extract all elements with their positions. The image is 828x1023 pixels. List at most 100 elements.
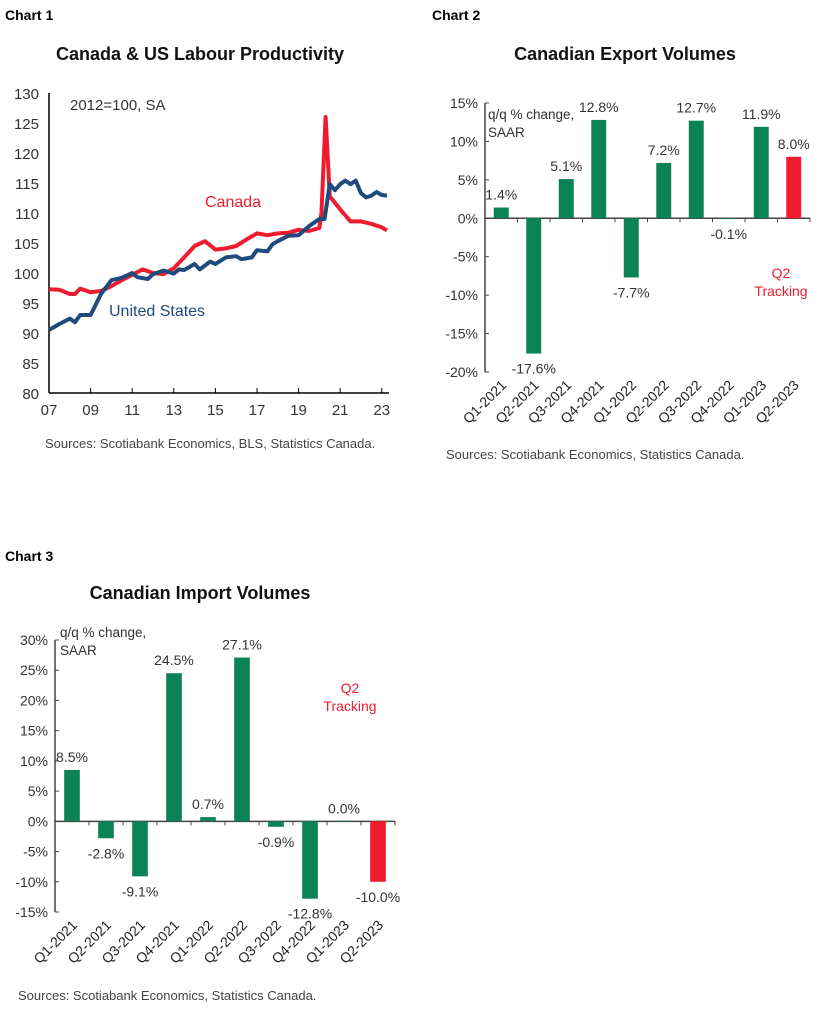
- chart3-y-tick-label: 15%: [20, 723, 48, 739]
- chart2-y-tick-label: 15%: [450, 95, 478, 111]
- chart2-y-tick-label: -5%: [453, 249, 478, 265]
- chart1-y-tick-label: 100: [14, 266, 39, 283]
- chart3-tracking-note: Q2: [341, 680, 360, 696]
- chart1-y-tick-label: 125: [14, 116, 39, 133]
- chart2-data-label: -17.6%: [512, 361, 556, 377]
- chart2-bar: [786, 156, 802, 219]
- chart2-y-tick-label: 0%: [458, 210, 478, 226]
- chart2-bar: [688, 120, 704, 219]
- chart2-bar: [721, 218, 737, 220]
- chart2-y-tick-label: 5%: [458, 172, 478, 188]
- chart3-data-label: 8.5%: [56, 749, 88, 765]
- chart3-bar: [200, 817, 216, 822]
- chart2-annotation: q/q % change,: [488, 107, 574, 122]
- chart1-label: Chart 1: [5, 7, 54, 23]
- chart2-data-label: 12.8%: [579, 99, 619, 115]
- chart1-y-tick-label: 120: [14, 146, 39, 163]
- chart2-annotation-saar: SAAR: [488, 125, 525, 140]
- chart1-line-us: [48, 178, 388, 332]
- chart3-label: Chart 3: [5, 548, 54, 564]
- chart3-y-tick-label: 30%: [20, 632, 48, 648]
- chart1-y-tick-label: 95: [22, 296, 39, 313]
- chart3-bar: [370, 821, 386, 882]
- chart1-x-tick-label: 15: [207, 402, 224, 419]
- chart2-data-label: 7.2%: [648, 142, 680, 158]
- chart2-bar: [526, 218, 542, 354]
- chart1-source: Sources: Scotiabank Economics, BLS, Stat…: [45, 436, 376, 451]
- chart2-data-label: -7.7%: [613, 284, 650, 300]
- chart2-title: Canadian Export Volumes: [514, 44, 736, 64]
- chart2-bar: [623, 218, 639, 278]
- chart3-y-tick-label: 10%: [20, 753, 48, 769]
- chart1-x-tick-label: 11: [124, 402, 140, 419]
- chart2-data-label: 12.7%: [676, 100, 716, 116]
- chart1-y-tick-label: 105: [14, 236, 39, 253]
- chart3-bar: [132, 821, 148, 877]
- chart1-x-tick-label: 09: [82, 402, 99, 419]
- chart2-tracking-note-2: Tracking: [754, 283, 807, 299]
- chart2-bar: [753, 126, 769, 219]
- chart3-y-tick-label: -15%: [15, 904, 48, 920]
- chart1-title: Canada & US Labour Productivity: [55, 44, 345, 64]
- chart2-data-label: 8.0%: [778, 136, 810, 152]
- chart2-y-tick-label: -15%: [445, 326, 478, 342]
- chart2-source: Sources: Scotiabank Economics, Statistic…: [446, 447, 745, 462]
- chart3-annotation: q/q % change,: [60, 625, 146, 640]
- chart1-annotation: 2012=100, SA: [70, 97, 166, 114]
- chart3-y-tick-label: -5%: [23, 844, 48, 860]
- chart1-x-tick-label: 17: [249, 402, 266, 419]
- chart2-data-label: -0.1%: [710, 226, 747, 242]
- chart3-y-tick-label: 0%: [28, 813, 48, 829]
- chart3-data-label: 24.5%: [154, 652, 194, 668]
- chart3-y-tick-label: 20%: [20, 692, 48, 708]
- chart3-bar: [166, 673, 182, 822]
- chart2-data-label: 5.1%: [550, 158, 582, 174]
- chart3-bar: [98, 821, 114, 839]
- chart2-tracking-note: Q2: [772, 265, 791, 281]
- chart2-bar: [591, 119, 607, 219]
- chart3-data-label: -9.1%: [122, 883, 159, 899]
- chart1-x-tick-label: 21: [332, 402, 349, 419]
- chart3-bar: [234, 657, 250, 822]
- chart3-data-label: 27.1%: [222, 637, 262, 653]
- chart2-data-label: 11.9%: [742, 106, 781, 122]
- chart3-bar: [64, 769, 80, 822]
- chart3-title: Canadian Import Volumes: [89, 583, 311, 603]
- chart3-bar: [336, 821, 352, 822]
- chart2-bar: [656, 162, 672, 219]
- chart3-annotation-saar: SAAR: [60, 643, 97, 658]
- chart3-tracking-note-2: Tracking: [323, 698, 376, 714]
- chart1-legend-canada: Canada: [205, 194, 261, 211]
- chart2-y-tick-label: -20%: [445, 364, 478, 380]
- chart1-y-tick-label: 80: [22, 386, 39, 403]
- chart1-y-tick-label: 90: [22, 326, 39, 343]
- chart3-data-label: -2.8%: [88, 845, 125, 861]
- chart2-bar: [558, 179, 574, 219]
- chart3-data-label: 0.7%: [192, 796, 224, 812]
- chart3-data-label: -12.8%: [288, 906, 332, 922]
- chart1-x-tick-label: 13: [165, 402, 182, 419]
- chart3-y-tick-label: -10%: [15, 874, 48, 890]
- chart3-data-label: -10.0%: [356, 889, 400, 905]
- chart1-y-tick-label: 110: [15, 206, 39, 223]
- chart3-y-tick-label: 25%: [20, 662, 48, 678]
- chart2-y-tick-label: -10%: [445, 287, 478, 303]
- chart3-data-label: 0.0%: [328, 800, 360, 816]
- chart1-y-tick-label: 130: [14, 86, 39, 103]
- chart2-bar: [493, 207, 509, 219]
- chart3-source: Sources: Scotiabank Economics, Statistic…: [18, 988, 317, 1003]
- chart1-x-tick-label: 23: [373, 402, 390, 419]
- chart3-bar: [302, 821, 318, 899]
- chart2-y-tick-label: 10%: [450, 133, 478, 149]
- chart1-y-tick-label: 115: [15, 176, 39, 193]
- chart2-data-label: 1.4%: [485, 187, 517, 203]
- chart3-data-label: -0.9%: [258, 834, 295, 850]
- chart1-legend-us: United States: [109, 303, 205, 320]
- chart1-y-tick-label: 85: [22, 356, 39, 373]
- chart2-label: Chart 2: [432, 7, 481, 23]
- chart1-x-tick-label: 07: [41, 402, 58, 419]
- chart1-x-tick-label: 19: [290, 402, 307, 419]
- chart3-bar: [268, 821, 284, 827]
- chart3-y-tick-label: 5%: [28, 783, 48, 799]
